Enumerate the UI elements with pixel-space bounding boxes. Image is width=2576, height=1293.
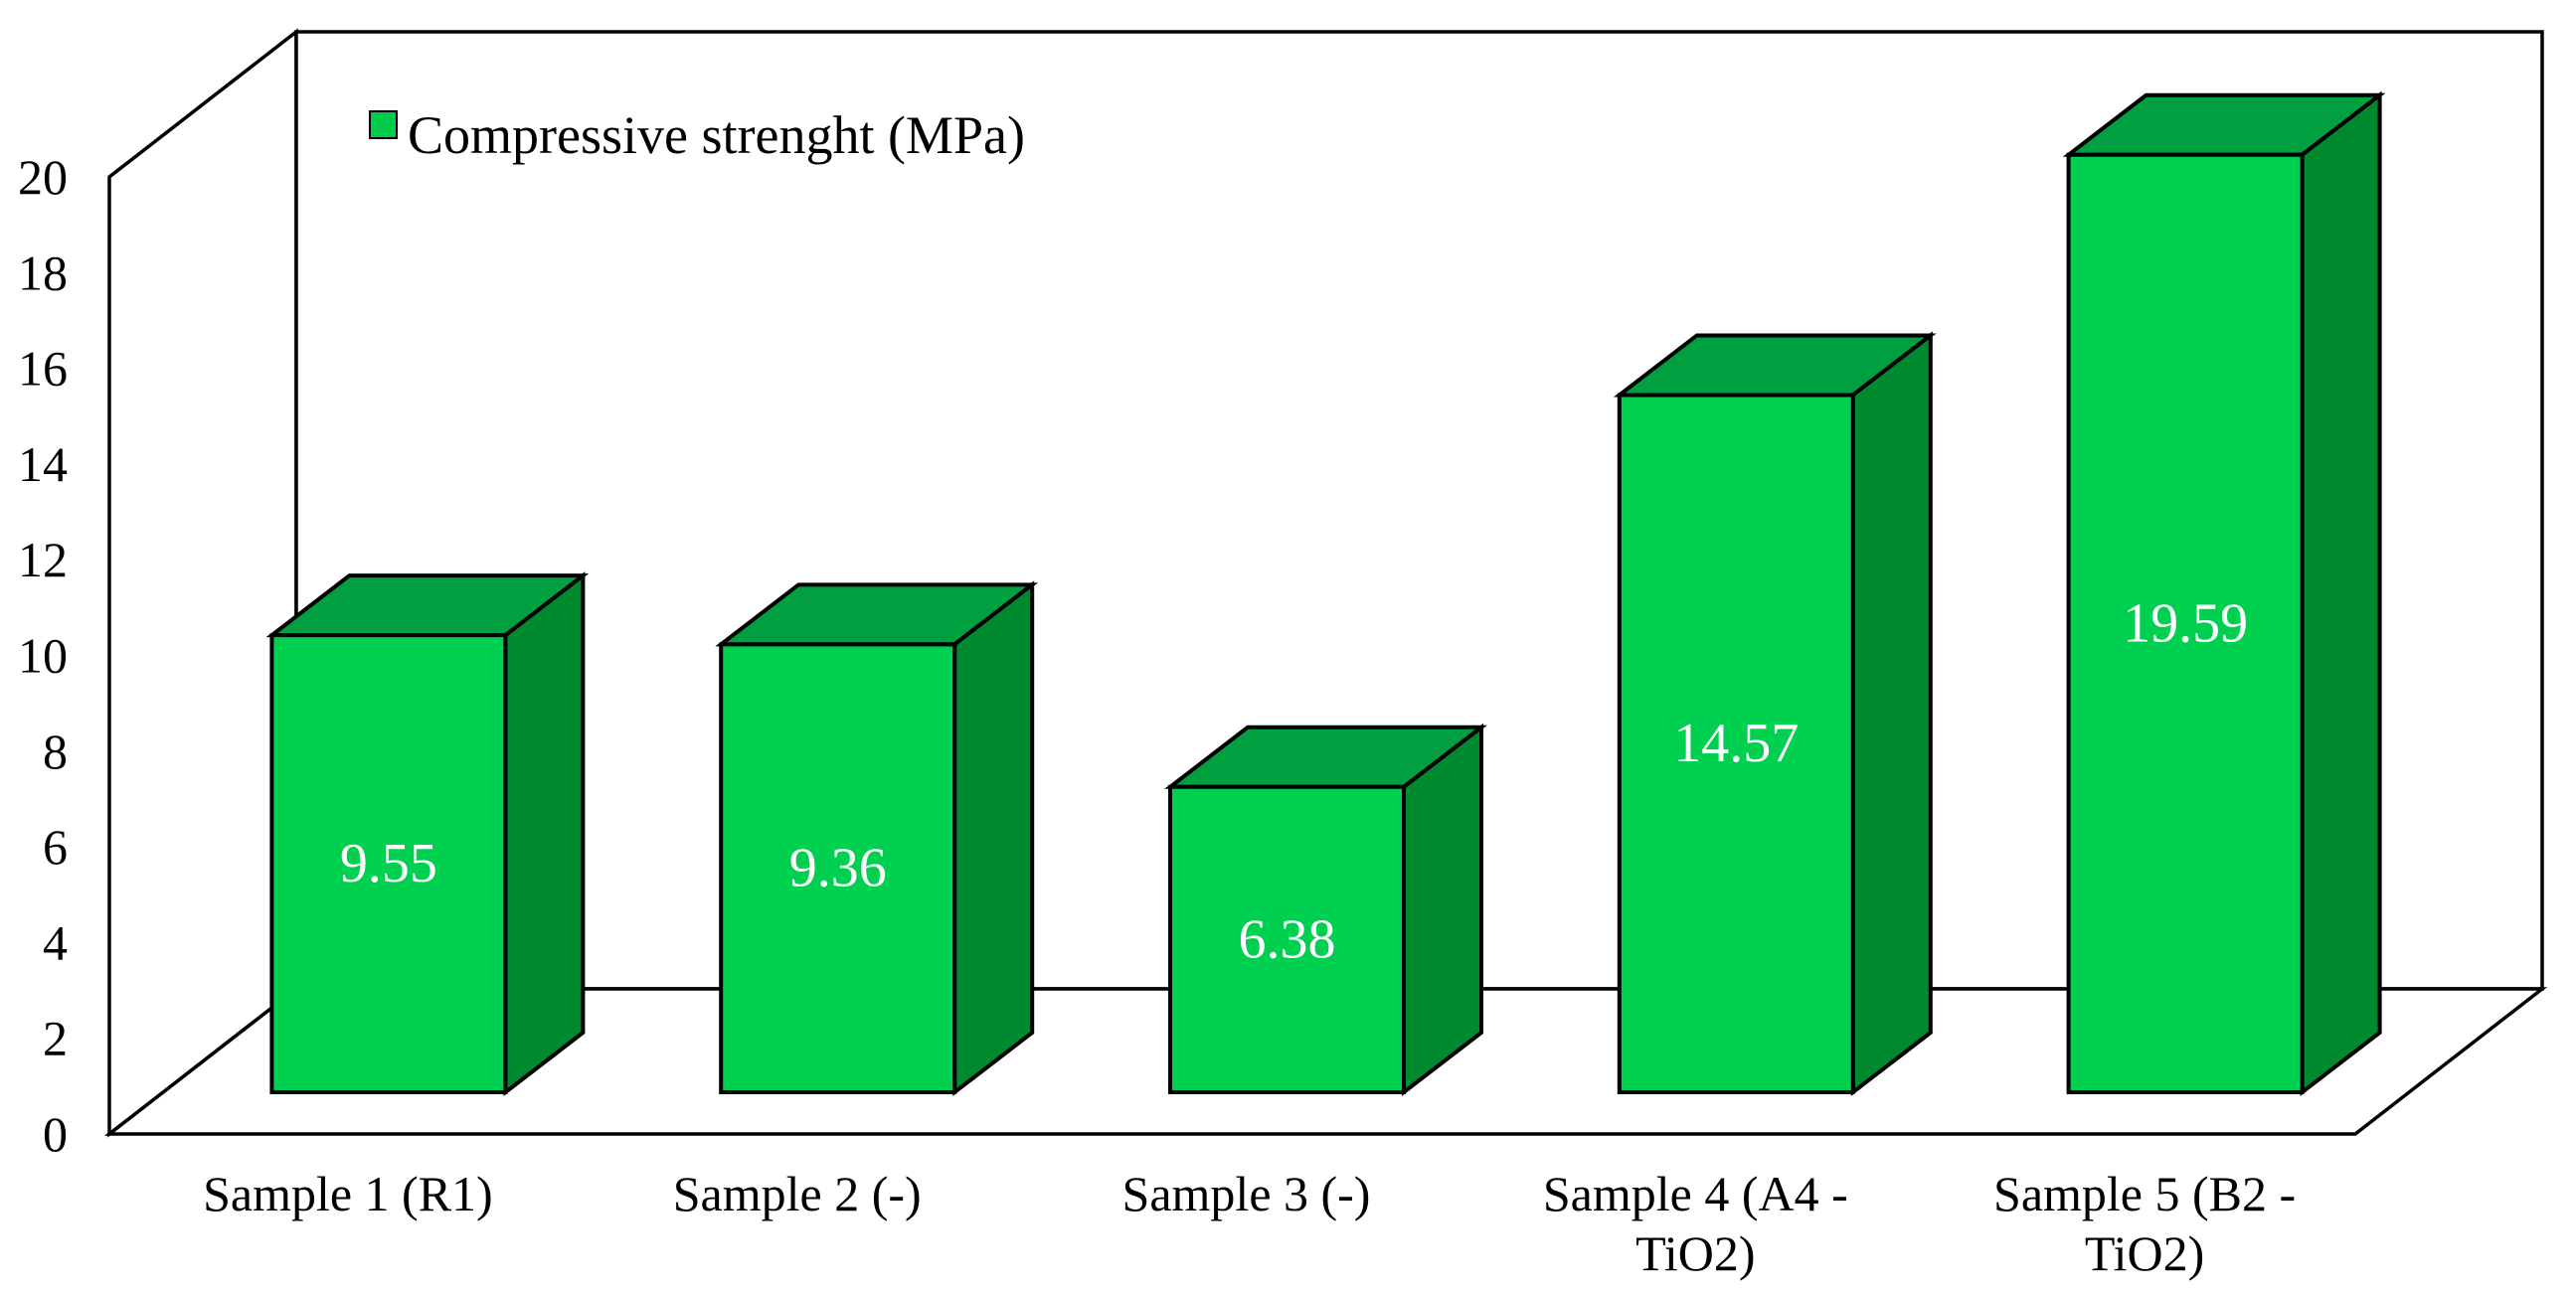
x-category-label: Sample 2 (-) (673, 1166, 922, 1221)
y-tick-label: 16 (18, 341, 68, 397)
bar-side-face (1850, 331, 1933, 1097)
bar: 14.57 (1613, 331, 1937, 1097)
x-category-label: Sample 4 (A4 -TiO2) (1543, 1166, 1848, 1281)
bar-value-label: 14.57 (1673, 713, 1799, 774)
bar: 19.59 (2062, 90, 2386, 1097)
bar-front-face (1168, 784, 1406, 1094)
y-tick-label: 6 (43, 819, 68, 875)
chart-legend: Compressive strenght (MPa) (369, 105, 1025, 165)
bar: 9.55 (265, 571, 590, 1097)
chart-side-wall (107, 28, 298, 1138)
y-tick-label: 10 (18, 628, 68, 684)
bar-front-face (269, 633, 508, 1094)
y-tick-label: 4 (43, 914, 68, 970)
y-tick-label: 14 (18, 436, 68, 492)
bar-front-face (2066, 152, 2305, 1094)
bar-value-label: 6.38 (1239, 908, 1336, 970)
y-tick-label: 12 (18, 532, 68, 587)
bar-side-face (1402, 723, 1483, 1097)
chart-labels: 0 2 4 6 8 10 12 14 16 18 20 Sample 1 (R1) Sample 2 (… (18, 149, 2296, 1281)
y-tick-label: 0 (43, 1106, 68, 1162)
legend-swatch (369, 110, 398, 139)
y-tick-label: 2 (43, 1011, 68, 1066)
bar-front-face (719, 642, 957, 1094)
bar-value-label: 9.36 (789, 838, 887, 899)
y-tick-label: 8 (43, 724, 68, 779)
bar-value-label: 9.55 (340, 833, 437, 894)
bar-front-face (1617, 393, 1855, 1094)
bar-side-face (952, 580, 1035, 1097)
x-category-label: Sample 1 (R1) (203, 1166, 493, 1221)
chart-bars: 9.55 9.36 6.38 14.57 19.59 (265, 90, 2386, 1097)
bar-value-label: 19.59 (2123, 592, 2248, 654)
bar: 6.38 (1164, 723, 1487, 1097)
bar: 9.36 (715, 580, 1039, 1097)
legend-label: Compressive strenght (MPa) (408, 105, 1025, 165)
y-tick-label: 18 (18, 244, 68, 300)
x-category-label: Sample 5 (B2 -TiO2) (1993, 1166, 2296, 1281)
bar-side-face (503, 571, 586, 1097)
bar-side-face (2300, 90, 2382, 1097)
x-category-label: Sample 3 (-) (1122, 1166, 1371, 1221)
y-tick-label: 20 (18, 149, 68, 205)
